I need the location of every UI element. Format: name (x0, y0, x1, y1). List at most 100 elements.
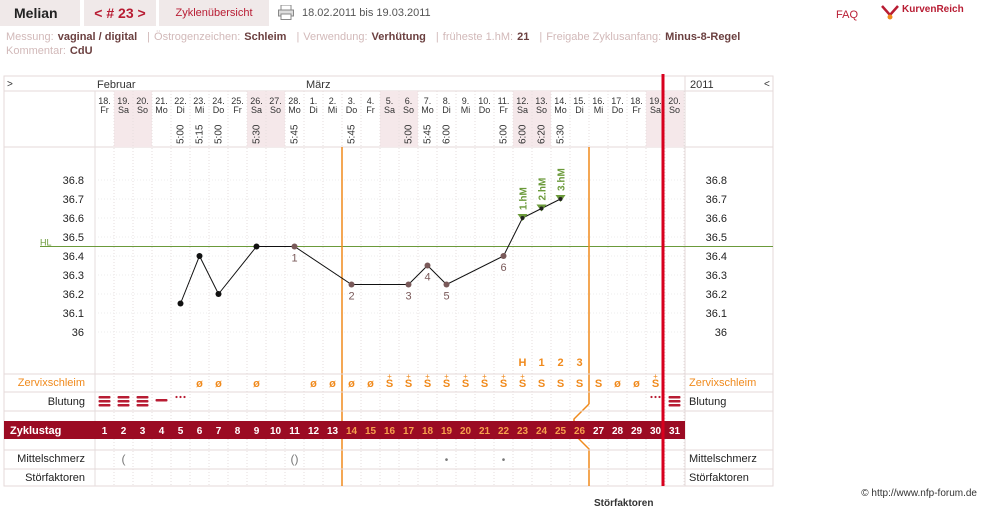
faq-link[interactable]: FAQ (836, 9, 859, 21)
row-label-blutung-right: Blutung (689, 396, 726, 408)
printer-icon[interactable] (278, 5, 294, 20)
day-date: 18. (630, 96, 643, 106)
day-date: 9. (462, 96, 470, 106)
logo[interactable]: KurvenReich (880, 3, 980, 23)
meta-value: 21 (517, 31, 530, 43)
measure-time: 5:00 (499, 124, 510, 144)
y-tick-right: 36 (715, 327, 727, 339)
row-label-mittelschmerz-right: Mittelschmerz (689, 453, 757, 465)
day-date: 14. (554, 96, 567, 106)
low-measurement-point (443, 281, 450, 288)
zervix-value: S (538, 378, 545, 390)
day-date: 5. (386, 96, 394, 106)
zervix-plus: + (482, 372, 487, 381)
zervix-value: S (405, 378, 412, 390)
weekend-shading (247, 91, 266, 147)
day-weekday: Fr (366, 105, 375, 115)
cycle-day-number: 7 (216, 426, 222, 437)
bleeding-spot-mark (179, 395, 182, 399)
day-weekday: Di (309, 105, 318, 115)
day-date: 12. (516, 96, 529, 106)
logo-icon (881, 5, 899, 20)
cycle-day-number: 27 (593, 426, 605, 437)
mittelschmerz-mark: () (291, 452, 299, 466)
day-date: 28. (288, 96, 301, 106)
meta-separator: | (539, 31, 543, 43)
day-date: 10. (478, 96, 491, 106)
y-tick-right: 36.4 (706, 251, 727, 263)
cycle-day-number: 12 (308, 426, 320, 437)
high-measurement-label: 3.hM (557, 168, 568, 191)
high-measurement-label: 1.hM (519, 187, 530, 210)
day-weekday: Fr (499, 105, 508, 115)
row-label-zyklustag: Zyklustag (10, 425, 61, 437)
low-measurement-label: 6 (500, 262, 506, 274)
weekend-shading (380, 91, 399, 147)
year-label: 2011 (690, 79, 714, 91)
measure-time: 6:00 (518, 124, 529, 144)
top-bar: Melian < # 23 > Zyklenübersicht 18.02.20… (0, 0, 981, 26)
row-label-stoerfaktoren-right: Störfaktoren (689, 472, 749, 484)
day-weekday: Sa (650, 105, 661, 115)
day-weekday: Mi (328, 105, 338, 115)
day-date: 13. (535, 96, 548, 106)
temperature-point (177, 300, 184, 307)
bleeding-light-mark (155, 399, 168, 402)
weekend-shading (399, 91, 418, 147)
temperature-point (196, 253, 203, 259)
bleeding-heavy-mark (668, 404, 681, 407)
day-weekday: Mo (421, 105, 434, 115)
meta-value: Verhütung (371, 31, 426, 43)
nav-right-arrow[interactable]: < (764, 79, 770, 90)
zervix-plus: + (501, 372, 506, 381)
measure-time: 5:45 (347, 124, 358, 144)
cycle-day-number: 19 (441, 426, 453, 437)
phase-line-end-notch (573, 403, 590, 486)
nav-left-arrow[interactable]: > (7, 79, 13, 90)
row-label-mittelschmerz: Mittelschmerz (17, 453, 85, 465)
zervix-value: S (462, 378, 469, 390)
day-weekday: So (669, 105, 680, 115)
day-weekday: Sa (517, 105, 528, 115)
day-weekday: Mi (461, 105, 471, 115)
y-tick-right: 36.2 (706, 289, 727, 301)
meta-key: Östrogenzeichen: (154, 31, 241, 43)
cycle-navigation[interactable]: < # 23 > (84, 0, 156, 26)
temperature-point (539, 206, 544, 211)
hm-count: 2 (557, 357, 563, 369)
zervix-plus: + (387, 372, 392, 381)
low-measurement-point (348, 281, 355, 288)
zervix-value: ø (215, 378, 222, 390)
cycle-day-number: 17 (403, 426, 415, 437)
day-date: 11. (498, 96, 510, 106)
bleeding-heavy-mark (668, 396, 681, 399)
cycle-day-number: 5 (178, 426, 184, 437)
zervix-value: ø (329, 378, 336, 390)
meta-row-1: Messung: vaginal / digital | Östrogenzeiche… (6, 31, 746, 43)
bleeding-heavy-mark (98, 400, 111, 403)
temperature-point (520, 216, 525, 220)
measure-time: 5:15 (195, 124, 206, 144)
day-date: 1. (310, 96, 318, 106)
tab-cycle-overview[interactable]: Zyklenübersicht (159, 0, 269, 26)
day-weekday: Mo (155, 105, 168, 115)
measure-time: 5:30 (252, 124, 263, 144)
weekend-shading (532, 91, 551, 147)
measure-time: 5:00 (176, 124, 187, 144)
day-weekday: Mi (195, 105, 205, 115)
day-date: 7. (424, 96, 432, 106)
low-measurement-label: 5 (443, 291, 449, 303)
low-measurement-point (291, 243, 298, 250)
zervix-value: ø (614, 378, 621, 390)
measure-time: 5:00 (214, 124, 225, 144)
bleeding-heavy-mark (117, 396, 130, 399)
day-weekday: Do (479, 105, 491, 115)
weekend-shading (133, 91, 152, 147)
weekend-shading (665, 91, 684, 147)
day-weekday: Do (612, 105, 624, 115)
cycle-day-number: 6 (197, 426, 203, 437)
user-name: Melian (0, 0, 80, 26)
day-weekday: Do (213, 105, 225, 115)
day-weekday: Fr (233, 105, 242, 115)
y-tick-right: 36.5 (706, 232, 727, 244)
